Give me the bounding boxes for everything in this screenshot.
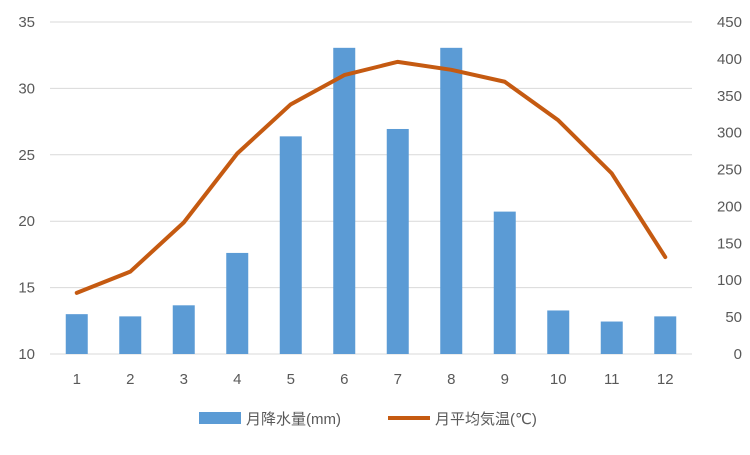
right-tick-label: 450	[717, 14, 742, 31]
precipitation-bar	[66, 314, 88, 354]
x-tick-label: 8	[447, 371, 455, 388]
precipitation-bar	[601, 322, 623, 354]
left-tick-label: 35	[18, 14, 35, 31]
precipitation-bar	[387, 129, 409, 354]
right-tick-label: 250	[717, 162, 742, 179]
right-tick-label: 50	[725, 309, 742, 326]
precipitation-bar	[547, 310, 569, 354]
precipitation-bar	[226, 253, 248, 354]
x-tick-label: 5	[287, 371, 295, 388]
right-tick-label: 100	[717, 272, 742, 289]
x-tick-label: 7	[394, 371, 402, 388]
right-tick-label: 150	[717, 235, 742, 252]
left-tick-label: 10	[18, 346, 35, 363]
precipitation-bar	[654, 316, 676, 354]
x-tick-label: 4	[233, 371, 241, 388]
right-axis-ticks: 0 50 100 150 200 250 300 350 400 450	[717, 14, 742, 363]
legend-line-label: 月平均気温(℃)	[435, 411, 537, 428]
temperature-line	[77, 62, 666, 293]
precipitation-bar	[333, 48, 355, 354]
precipitation-bar	[440, 48, 462, 354]
legend-bar-swatch	[199, 412, 241, 424]
left-tick-label: 20	[18, 213, 35, 230]
precipitation-bar	[280, 136, 302, 354]
x-tick-label: 10	[550, 371, 567, 388]
precipitation-bar	[173, 305, 195, 354]
x-tick-label: 1	[73, 371, 81, 388]
left-tick-label: 15	[18, 280, 35, 297]
x-tick-label: 11	[604, 371, 620, 388]
x-tick-label: 6	[340, 371, 348, 388]
x-tick-label: 2	[126, 371, 134, 388]
temperature-line-group	[77, 62, 666, 293]
left-tick-label: 30	[18, 80, 35, 97]
legend: 月降水量(mm) 月平均気温(℃)	[199, 411, 537, 428]
right-tick-label: 0	[734, 346, 742, 363]
right-tick-label: 200	[717, 198, 742, 215]
right-tick-label: 400	[717, 51, 742, 68]
left-tick-label: 25	[18, 147, 35, 164]
right-tick-label: 300	[717, 125, 742, 142]
precipitation-bars	[66, 48, 677, 354]
precipitation-bar	[494, 212, 516, 354]
right-tick-label: 350	[717, 88, 742, 105]
x-tick-label: 12	[657, 371, 674, 388]
precipitation-bar	[119, 316, 141, 354]
gridlines	[50, 22, 692, 354]
legend-bar-label: 月降水量(mm)	[246, 411, 341, 428]
x-tick-label: 3	[180, 371, 188, 388]
left-axis-ticks: 10 15 20 25 30 35	[18, 14, 35, 363]
x-tick-label: 9	[501, 371, 509, 388]
